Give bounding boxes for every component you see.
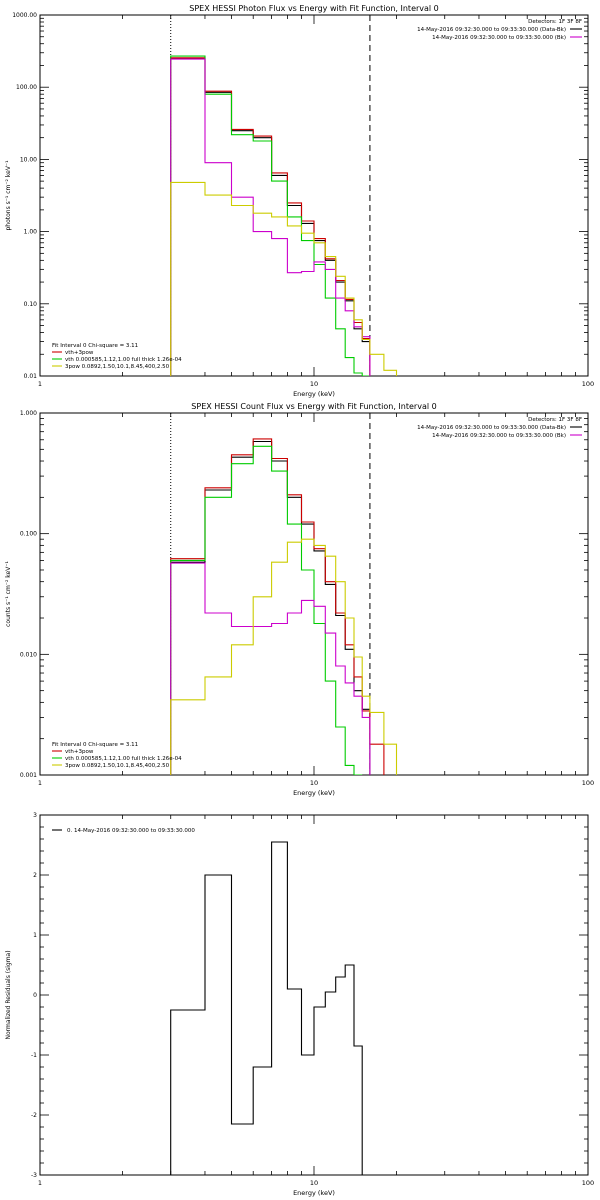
legend-header: Detectors: 1F 3F 8F	[528, 19, 582, 25]
x-tick-label: 1	[38, 380, 42, 388]
chart-title: SPEX HESSI Photon Flux vs Energy with Fi…	[189, 4, 439, 13]
legend-item-label: 3pow 0.0892,1.50,10.1,8.45,400,2.50	[65, 364, 170, 370]
chart-title: SPEX HESSI Count Flux vs Energy with Fit…	[191, 402, 436, 411]
series-3-line	[170, 445, 363, 775]
y-tick-label: 3	[33, 812, 37, 819]
y-axis-label: counts s⁻¹ cm⁻² keV⁻¹	[5, 561, 12, 627]
chart-panel-1: SPEX HESSI Photon Flux vs Energy with Fi…	[5, 4, 594, 398]
y-tick-label: -1	[31, 1052, 37, 1059]
legend-item-label: 14-May-2016 09:32:30.000 to 09:33:30.000…	[432, 35, 566, 41]
legend-top-right: Detectors: 1F 3F 8F 14-May-2016 09:32:30.…	[417, 19, 582, 41]
x-tick-label: 1	[38, 1179, 42, 1187]
legend-item-label: vth 0.000585,1.12,1.00 full thick 1.26e-…	[65, 756, 182, 762]
y-tick-label: -2	[31, 1112, 37, 1119]
legend-bottom-left: Fit Interval 0 Chi-square = 3.11vth+3pow…	[52, 742, 182, 769]
series-5-line	[170, 181, 398, 376]
y-tick-label: 10.00	[20, 156, 37, 163]
legend-item-label: 14-May-2016 09:32:30.000 to 09:33:30.000…	[417, 425, 566, 431]
series-2-line	[170, 438, 385, 775]
legend-bottom-left: Fit Interval 0 Chi-square = 3.11vth+3pow…	[52, 343, 182, 370]
x-axis-label: Energy (keV)	[293, 789, 335, 797]
x-tick-label: 10	[310, 1179, 318, 1187]
y-tick-label: 100.00	[16, 84, 37, 91]
y-tick-label: 0.001	[20, 772, 37, 779]
y-tick-label: 2	[33, 872, 37, 879]
y-tick-label: 0.10	[24, 301, 38, 308]
x-tick-label: 100	[582, 380, 594, 388]
y-tick-label: 0.010	[20, 651, 37, 658]
legend-item-label: 14-May-2016 09:32:30.000 to 09:33:30.000…	[432, 433, 566, 439]
series-1-line	[170, 841, 363, 1175]
x-axis-label: Energy (keV)	[293, 1189, 335, 1197]
y-tick-label: 0	[33, 992, 37, 999]
series-4-line	[170, 562, 371, 775]
y-tick-label: 1000.00	[12, 12, 37, 19]
x-tick-label: 1	[38, 779, 42, 787]
series-5-line	[170, 538, 398, 775]
x-tick-label: 10	[310, 380, 318, 388]
series-1-line	[170, 440, 371, 775]
legend-item-label: 14-May-2016 09:32:30.000 to 09:33:30.000…	[417, 27, 566, 33]
legend-item-label: 0. 14-May-2016 09:32:30.000 to 09:33:30.…	[67, 828, 195, 834]
plot-frame	[39, 814, 589, 1176]
legend-item-label: vth+3pow	[65, 350, 94, 356]
y-tick-label: 0.100	[20, 531, 37, 538]
legend-item-label: 3pow 0.0892,1.50,10.1,8.45,400,2.50	[65, 763, 170, 769]
x-tick-label: 10	[310, 779, 318, 787]
y-tick-label: -3	[31, 1172, 37, 1179]
y-tick-label: 1.000	[20, 410, 37, 417]
legend-item-label: vth 0.000585,1.12,1.00 full thick 1.26e-…	[65, 357, 182, 363]
x-tick-label: 100	[582, 1179, 594, 1187]
legend-top-left: 0. 14-May-2016 09:32:30.000 to 09:33:30.…	[52, 828, 195, 834]
y-tick-label: 0.01	[24, 373, 38, 380]
y-tick-label: 1	[33, 932, 37, 939]
chart-panel-3: Energy (keV) Normalized Residuals (sigma)…	[5, 812, 594, 1197]
legend-header: Fit Interval 0 Chi-square = 3.11	[52, 343, 138, 349]
legend-header: Detectors: 1F 3F 8F	[528, 417, 582, 423]
chart-panel-2: SPEX HESSI Count Flux vs Energy with Fit…	[5, 402, 594, 797]
x-tick-label: 100	[582, 779, 594, 787]
y-axis-label: Normalized Residuals (sigma)	[5, 950, 12, 1039]
plot-frame	[39, 14, 589, 377]
legend-item-label: vth+3pow	[65, 749, 94, 755]
legend-top-right: Detectors: 1F 3F 8F 14-May-2016 09:32:30.…	[417, 417, 582, 439]
x-axis-label: Energy (keV)	[293, 390, 335, 398]
legend-header: Fit Interval 0 Chi-square = 3.11	[52, 742, 138, 748]
series-3-line	[170, 55, 370, 376]
y-tick-label: 1.00	[24, 229, 38, 236]
y-axis-label: photons s⁻¹ cm⁻² keV⁻¹	[5, 160, 12, 231]
